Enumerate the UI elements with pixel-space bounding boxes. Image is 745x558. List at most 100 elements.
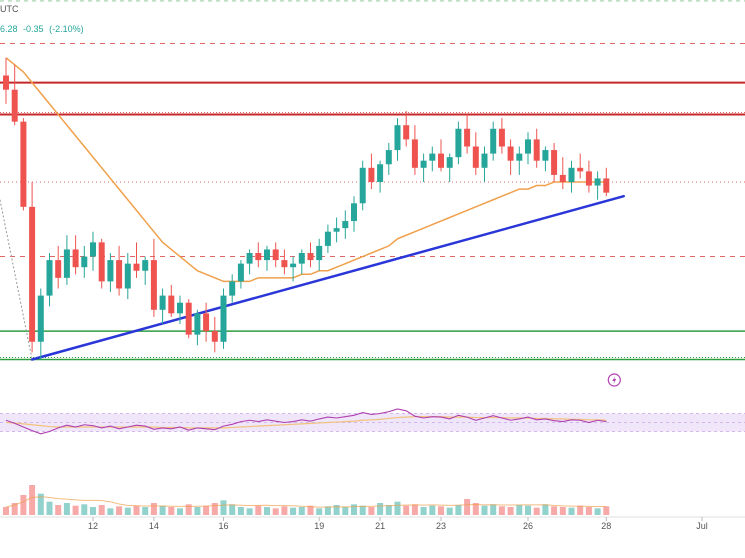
volume-bar (507, 507, 514, 515)
volume-bar (542, 504, 549, 515)
candle-body (498, 128, 505, 147)
volume-bar (385, 505, 392, 515)
volume-bar (394, 501, 401, 515)
lightning-glyph (612, 376, 617, 384)
volume-bar (150, 503, 157, 515)
volume-bar (525, 505, 531, 515)
candle-body (516, 153, 523, 161)
candle-body (307, 253, 314, 261)
candle-body (316, 245, 323, 261)
candle-body (324, 231, 331, 246)
candle-body (194, 313, 201, 335)
volume-bars (3, 485, 610, 515)
candle-body (29, 206, 36, 342)
candle-body (185, 302, 192, 335)
volume-bar (281, 506, 288, 515)
volume-bar (229, 504, 236, 515)
volume-bar (3, 507, 9, 515)
volume-bar (377, 503, 384, 515)
candle-body (438, 153, 444, 168)
volume-bar (211, 503, 218, 515)
candle-body (559, 174, 566, 182)
candle-body (594, 178, 601, 186)
candle-body (481, 153, 488, 168)
volume-bar (237, 507, 244, 515)
candle-body (368, 167, 375, 182)
volume-bar (107, 508, 114, 515)
volume-bar (603, 506, 610, 515)
trendline-extension (0, 199, 33, 360)
candle-body (3, 75, 9, 90)
volume-bar (342, 507, 349, 515)
time-axis: 12 14 16 19 21 23 26 28 Jul (0, 516, 745, 531)
candle-body (290, 263, 297, 268)
volume-bar (159, 505, 166, 515)
candle-body (551, 150, 558, 175)
volume-bar (551, 506, 558, 515)
candle-body (177, 302, 183, 314)
rsi-line (5, 408, 607, 435)
candle-body (603, 178, 610, 193)
candle-body (11, 89, 18, 122)
candle-body (472, 146, 479, 168)
tick-label: Jul (696, 521, 708, 531)
volume-bar (307, 505, 314, 515)
volume-bar (29, 485, 36, 515)
candle-body (150, 260, 157, 310)
volume-bar (81, 504, 88, 515)
candle-body (429, 153, 436, 161)
candle-body (142, 260, 149, 271)
tick-label: 12 (88, 521, 98, 531)
candle-body (342, 221, 349, 229)
trendline[interactable] (0, 194, 625, 361)
volume-bar (429, 505, 436, 515)
candle-body (116, 260, 123, 289)
candle-body (403, 125, 410, 140)
candle-body (568, 167, 575, 182)
tick-label: 14 (149, 521, 159, 531)
candle-body (211, 331, 218, 342)
candles (3, 57, 610, 360)
candle-body (377, 164, 384, 182)
horizontal-levels (0, 0, 745, 361)
candle-body (63, 249, 70, 278)
volume-bar (124, 507, 131, 515)
volume-ma-line (5, 496, 607, 508)
candle-body (98, 242, 105, 282)
candle-body (585, 171, 592, 186)
candle-body (264, 249, 270, 261)
volume-bar (594, 508, 601, 515)
volume-bar (577, 505, 584, 515)
price-change-pct: (-2.10%) (49, 24, 84, 34)
candle-body (90, 242, 96, 257)
volume-bar (446, 507, 453, 515)
volume-bar (194, 507, 201, 515)
candle-body (159, 295, 166, 310)
volume-bar (438, 506, 444, 515)
volume-bar (359, 505, 366, 515)
volume-bar (351, 504, 357, 515)
volume-bar (333, 505, 340, 515)
candle-body (394, 125, 401, 151)
candle-body (455, 128, 462, 158)
candle-body (272, 249, 279, 261)
volume-bar (368, 507, 375, 515)
volume-bar (464, 499, 471, 515)
event-marker[interactable] (607, 373, 621, 387)
timezone-label: UTC (0, 4, 19, 14)
volume-bar (498, 506, 505, 515)
candle-body (220, 295, 227, 342)
volume-bar (168, 507, 175, 515)
candle-body (237, 263, 244, 282)
tick-label: 21 (375, 521, 385, 531)
tick-label: 23 (436, 521, 446, 531)
candle-body (107, 260, 114, 282)
candle-body (525, 139, 531, 154)
candle-body (246, 253, 253, 264)
candle-body (411, 139, 418, 168)
volume-bar (11, 503, 18, 515)
volume-bar (37, 493, 44, 515)
volume-bar (98, 505, 105, 515)
price-value: 6.28 (0, 24, 18, 34)
